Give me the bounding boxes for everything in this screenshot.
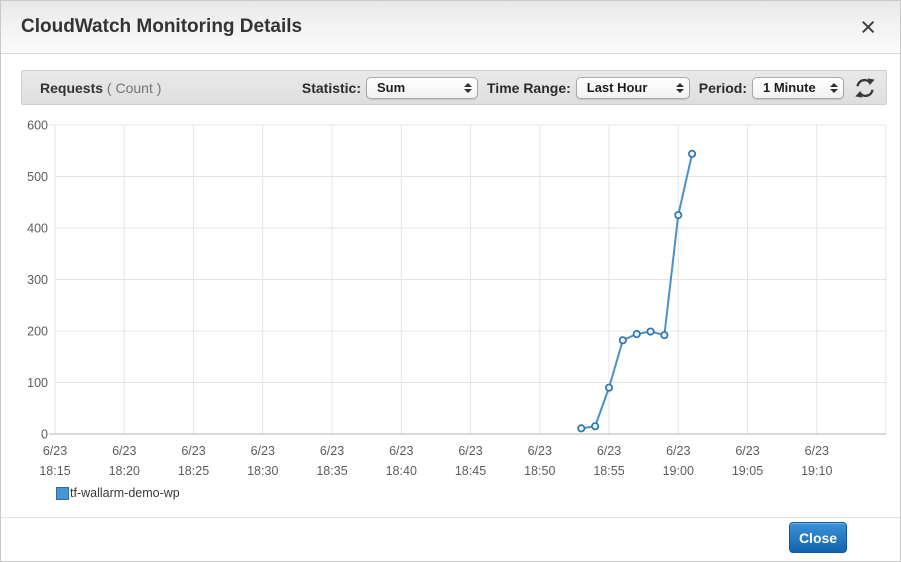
period-select[interactable]: 1 Minute [752, 76, 844, 99]
metric-title: Requests ( Count ) [40, 80, 302, 96]
statistic-select[interactable]: Sum [366, 76, 478, 99]
statistic-label: Statistic: [301, 79, 361, 96]
svg-text:6/23: 6/23 [735, 444, 759, 458]
svg-text:18:45: 18:45 [455, 464, 486, 478]
footer-divider [1, 517, 900, 518]
dialog-title: CloudWatch Monitoring Details [21, 16, 303, 37]
select-arrows-icon [675, 82, 684, 93]
svg-text:500: 500 [27, 170, 48, 184]
svg-text:19:05: 19:05 [732, 464, 763, 478]
period-label: Period: [698, 79, 747, 96]
legend-series-name: tf-wallarm-demo-wp [70, 486, 180, 500]
time-range-value: Last Hour [586, 80, 648, 95]
svg-text:6/23: 6/23 [597, 444, 621, 458]
svg-text:6/23: 6/23 [666, 444, 690, 458]
svg-text:18:40: 18:40 [386, 464, 417, 478]
svg-text:18:20: 18:20 [109, 464, 140, 478]
svg-text:6/23: 6/23 [181, 444, 205, 458]
svg-text:6/23: 6/23 [112, 444, 136, 458]
svg-text:6/23: 6/23 [458, 444, 482, 458]
svg-text:18:15: 18:15 [39, 464, 70, 478]
svg-text:6/23: 6/23 [389, 444, 413, 458]
select-arrows-icon [464, 82, 472, 93]
chart-legend: tf-wallarm-demo-wp [56, 486, 180, 500]
svg-text:300: 300 [27, 273, 48, 287]
dialog-header: CloudWatch Monitoring Details × [1, 1, 900, 54]
metric-name: Requests [40, 79, 104, 96]
svg-text:18:30: 18:30 [247, 464, 278, 478]
svg-text:0: 0 [41, 428, 48, 442]
time-range-select[interactable]: Last Hour [575, 76, 690, 99]
refresh-button[interactable] [852, 76, 878, 100]
svg-text:600: 600 [27, 119, 48, 133]
close-button[interactable]: Close [789, 522, 847, 553]
svg-text:6/23: 6/23 [805, 444, 829, 458]
close-icon[interactable]: × [860, 12, 876, 42]
svg-text:200: 200 [27, 325, 48, 339]
chart-toolbar: Requests ( Count ) Statistic: Sum Time R… [21, 70, 887, 105]
svg-text:19:10: 19:10 [801, 464, 832, 478]
svg-text:18:50: 18:50 [524, 464, 555, 478]
svg-text:18:35: 18:35 [316, 464, 347, 478]
refresh-icon [855, 77, 875, 98]
svg-text:19:00: 19:00 [663, 464, 694, 478]
svg-text:18:55: 18:55 [593, 464, 624, 478]
requests-line-chart: 0 100 200 300 400 500 600 6/23 18:15 6/23 18:20 6/2… [27, 119, 887, 478]
metric-unit: ( Count ) [106, 79, 162, 96]
time-range-label: Time Range: [487, 79, 571, 96]
legend-swatch [56, 486, 69, 500]
period-value: 1 Minute [763, 80, 816, 95]
svg-text:6/23: 6/23 [43, 444, 67, 458]
toolbar-controls: Statistic: Sum Time Range: Last Hour Per… [302, 76, 878, 100]
svg-text:18:25: 18:25 [178, 464, 209, 478]
svg-text:6/23: 6/23 [528, 444, 552, 458]
svg-text:400: 400 [27, 222, 48, 236]
svg-text:6/23: 6/23 [320, 444, 344, 458]
svg-text:100: 100 [27, 376, 48, 390]
svg-text:6/23: 6/23 [251, 444, 275, 458]
statistic-value: Sum [377, 80, 406, 95]
select-arrows-icon [830, 82, 838, 93]
